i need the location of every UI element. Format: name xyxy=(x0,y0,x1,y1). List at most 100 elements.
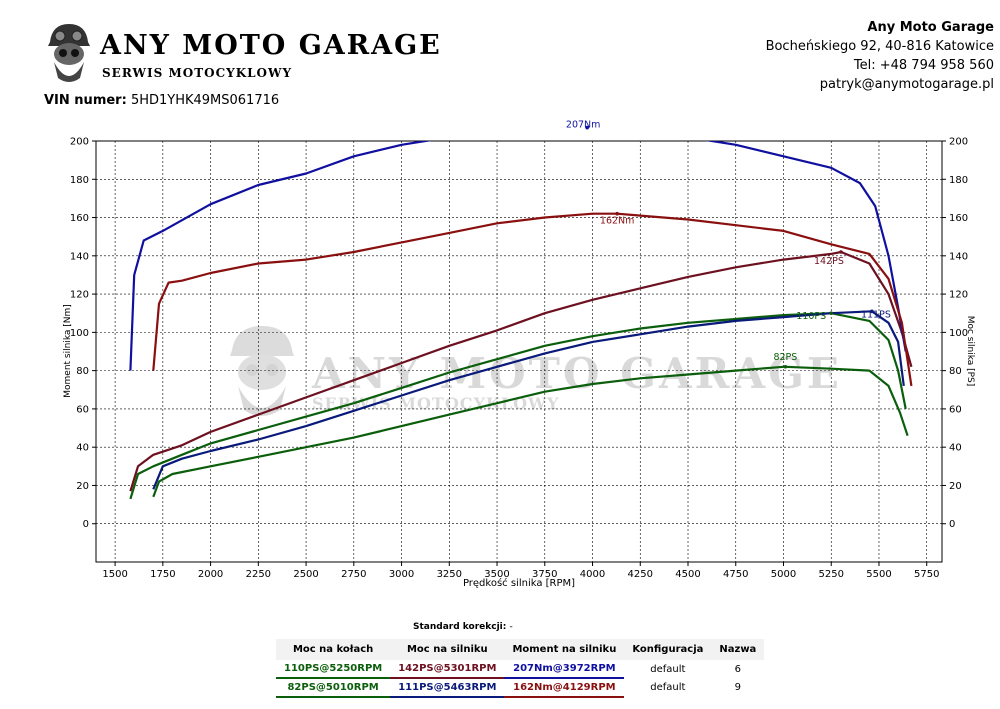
watermark-skull-icon xyxy=(230,326,294,416)
company-phone: Tel: +48 794 958 560 xyxy=(853,58,994,73)
annotation-marker xyxy=(829,311,834,316)
x-tick-label: 5500 xyxy=(866,569,891,580)
table-header: Moment na silniku xyxy=(504,639,625,660)
x-tick-label: 1500 xyxy=(102,569,127,580)
y-tick-label-left: 180 xyxy=(70,175,89,186)
table-row: 82PS@5010RPM 111PS@5463RPM 162Nm@4129RPM… xyxy=(276,678,764,698)
x-tick-label: 4250 xyxy=(628,569,653,580)
series-line xyxy=(129,250,913,492)
config-cell: default xyxy=(650,663,686,675)
annotation-marker xyxy=(839,250,843,254)
korekcji-value: - xyxy=(509,622,513,632)
plot-frame xyxy=(95,140,943,563)
name-cell: 9 xyxy=(734,682,742,693)
vin-value: 5HD1YHK49MS061716 xyxy=(130,93,280,108)
table-header: Moc na silniku xyxy=(390,639,505,660)
x-tick-label: 2000 xyxy=(198,569,223,580)
company-email[interactable]: patryk@anymotogarage.pl xyxy=(819,77,994,92)
x-tick-label: 5000 xyxy=(771,569,796,580)
x-tick-label: 5750 xyxy=(914,569,939,580)
y-tick-label-right: 180 xyxy=(949,175,968,186)
annotation-label: 82PS xyxy=(773,352,797,363)
vin-line: VIN numer: 5HD1YHK49MS061716 xyxy=(44,93,279,108)
y-tick-label-left: 120 xyxy=(70,290,89,301)
x-tick-label: 4000 xyxy=(580,569,605,580)
results-table: Moc na kołach Moc na silniku Moment na s… xyxy=(276,639,765,698)
series-line xyxy=(152,212,913,387)
annotation-marker xyxy=(783,365,788,369)
y-tick-label-left: 60 xyxy=(76,404,89,415)
chart-annotations: 207Nm 162Nm 142PS 110PS 111PS 82PS xyxy=(566,120,891,369)
series-line xyxy=(152,365,909,498)
y-tick-label-left: 20 xyxy=(76,481,89,492)
x-tick-label: 2500 xyxy=(293,569,318,580)
y-tick-label-left: 200 xyxy=(70,137,89,148)
dyno-chart: ANY MOTO GARAGE SERWIS MOTOCYKLOWY 1500 1… xyxy=(63,120,975,589)
table-header: Nazwa xyxy=(711,639,765,660)
axis-ticks: 1500 1750 2000 2250 2500 2750 3000 3250 3500 3750… xyxy=(70,137,968,581)
table-header: Konfiguracja xyxy=(624,639,712,660)
company-address: Bocheńskiego 92, 40-816 Katowice xyxy=(765,39,994,54)
engine-torque-cell: 207Nm@3972RPM xyxy=(504,660,625,679)
annotation-label: 207Nm xyxy=(566,120,601,131)
vin-label: VIN numer: xyxy=(44,93,127,108)
y-tick-label-left: 80 xyxy=(76,366,89,377)
watermark-subtitle: SERWIS MOTOCYKLOWY xyxy=(312,394,559,413)
logo-title: ANY MOTO GARAGE xyxy=(100,30,442,61)
y-tick-label-left: 40 xyxy=(76,443,89,454)
y-tick-label-left: 160 xyxy=(70,213,89,224)
series-line xyxy=(152,310,905,490)
annotation-label: 110PS xyxy=(796,311,826,322)
table-header-row: Moc na kołach Moc na silniku Moment na s… xyxy=(276,639,765,660)
y-tick-label-left: 100 xyxy=(70,328,89,339)
skull-biker-icon xyxy=(48,24,90,82)
company-info: Any Moto Garage Bocheńskiego 92, 40-816 … xyxy=(766,18,994,94)
series-line xyxy=(129,141,907,371)
y-tick-label-left: 0 xyxy=(83,519,89,530)
table-row: 110PS@5250RPM 142PS@5301RPM 207Nm@3972RP… xyxy=(276,660,764,679)
x-tick-label: 4750 xyxy=(723,569,748,580)
table-header: Moc na kołach xyxy=(276,639,391,660)
company-name: Any Moto Garage xyxy=(867,20,994,35)
annotation-label: 142PS xyxy=(814,256,844,267)
annotation-label: 111PS xyxy=(861,309,891,320)
y-tick-label-right: 60 xyxy=(949,404,962,415)
annotation-marker xyxy=(870,309,874,314)
y-tick-label-right: 20 xyxy=(949,481,962,492)
y-tick-label-right: 0 xyxy=(949,519,955,530)
x-tick-label: 3250 xyxy=(437,569,462,580)
y-tick-label-right: 120 xyxy=(949,290,968,301)
x-tick-label: 5250 xyxy=(819,569,844,580)
x-tick-label: 3750 xyxy=(532,569,557,580)
x-tick-label: 1750 xyxy=(150,569,175,580)
logo-subtitle: SERWIS MOTOCYKLOWY xyxy=(102,66,293,80)
y-tick-label-right: 140 xyxy=(949,251,968,262)
series-line xyxy=(129,312,907,500)
engine-power-cell: 142PS@5301RPM xyxy=(390,660,505,679)
korekcji-line: Standard korekcji: - xyxy=(413,622,513,632)
company-logo: ANY MOTO GARAGE SERWIS MOTOCYKLOWY xyxy=(44,20,440,90)
watermark: ANY MOTO GARAGE SERWIS MOTOCYKLOWY xyxy=(230,326,839,416)
y-tick-label-left: 140 xyxy=(70,251,89,262)
x-tick-label: 4500 xyxy=(675,569,700,580)
y-tick-label-right: 160 xyxy=(949,213,968,224)
x-tick-label: 3000 xyxy=(389,569,414,580)
x-tick-label: 2750 xyxy=(341,569,366,580)
y-tick-label-right: 80 xyxy=(949,366,962,377)
x-tick-label: 2250 xyxy=(246,569,271,580)
annotation-marker xyxy=(615,211,619,216)
wheel-power-cell: 82PS@5010RPM xyxy=(276,678,391,698)
korekcji-label: Standard korekcji: xyxy=(413,622,507,632)
engine-power-cell: 111PS@5463RPM xyxy=(390,678,505,698)
x-axis-label: Prędkość silnika [RPM] xyxy=(463,577,575,589)
config-cell: default xyxy=(650,682,686,693)
y-axis-label-right: Moc silnika [PS] xyxy=(965,316,975,387)
name-cell: 6 xyxy=(734,663,742,675)
y-axis-label-left: Moment silnika [Nm] xyxy=(63,304,73,398)
chart-series xyxy=(129,141,913,500)
engine-torque-cell: 162Nm@4129RPM xyxy=(504,678,625,698)
y-tick-label-right: 40 xyxy=(949,443,962,454)
y-tick-label-right: 100 xyxy=(949,328,968,339)
y-tick-label-right: 200 xyxy=(949,137,968,148)
annotation-label: 162Nm xyxy=(600,216,635,227)
